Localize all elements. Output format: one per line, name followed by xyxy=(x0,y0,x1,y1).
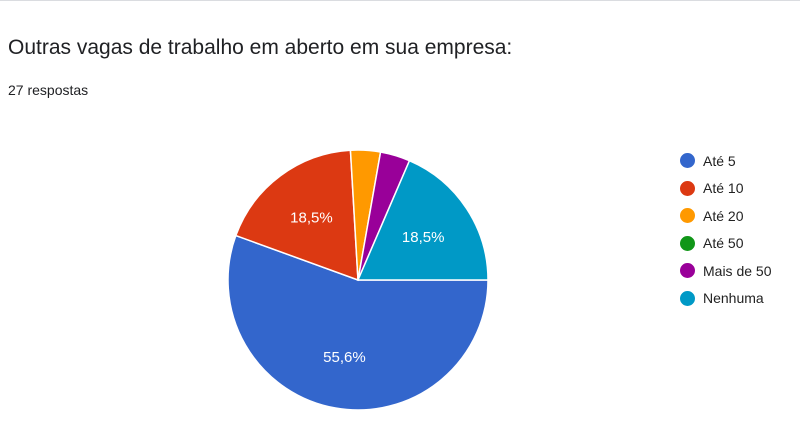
legend-item: Até 20 xyxy=(680,202,771,230)
legend-swatch xyxy=(680,180,695,196)
legend-label: Nenhuma xyxy=(703,290,764,307)
legend-swatch xyxy=(680,290,695,306)
legend-item: Nenhuma xyxy=(680,285,771,313)
legend: Até 5 Até 10 Até 20 Até 50 Mais de 50 Nenhuma xyxy=(680,147,771,312)
response-count: 27 respostas xyxy=(8,82,89,98)
slice-label-0: 55,6% xyxy=(323,349,366,366)
legend-label: Mais de 50 xyxy=(703,262,772,279)
legend-label: Até 50 xyxy=(703,235,744,252)
legend-swatch xyxy=(680,208,695,224)
legend-item: Até 5 xyxy=(680,147,771,175)
pie-slice-1 xyxy=(234,149,359,282)
legend-swatch xyxy=(680,235,695,251)
pie-slice-0 xyxy=(227,234,489,411)
pie-slice-5 xyxy=(356,159,489,281)
slice-label-1: 18,5% xyxy=(290,209,333,226)
top-divider xyxy=(0,0,800,1)
legend-swatch xyxy=(680,263,695,279)
question-title: Outras vagas de trabalho em aberto em su… xyxy=(8,36,513,59)
legend-swatch xyxy=(680,153,695,169)
legend-item: Até 10 xyxy=(680,175,771,203)
legend-label: Até 20 xyxy=(703,207,744,224)
legend-label: Até 10 xyxy=(703,180,744,197)
slice-label-5: 18,5% xyxy=(402,229,445,246)
legend-item: Mais de 50 xyxy=(680,257,771,285)
legend-label: Até 5 xyxy=(703,152,736,169)
legend-item: Até 50 xyxy=(680,230,771,258)
